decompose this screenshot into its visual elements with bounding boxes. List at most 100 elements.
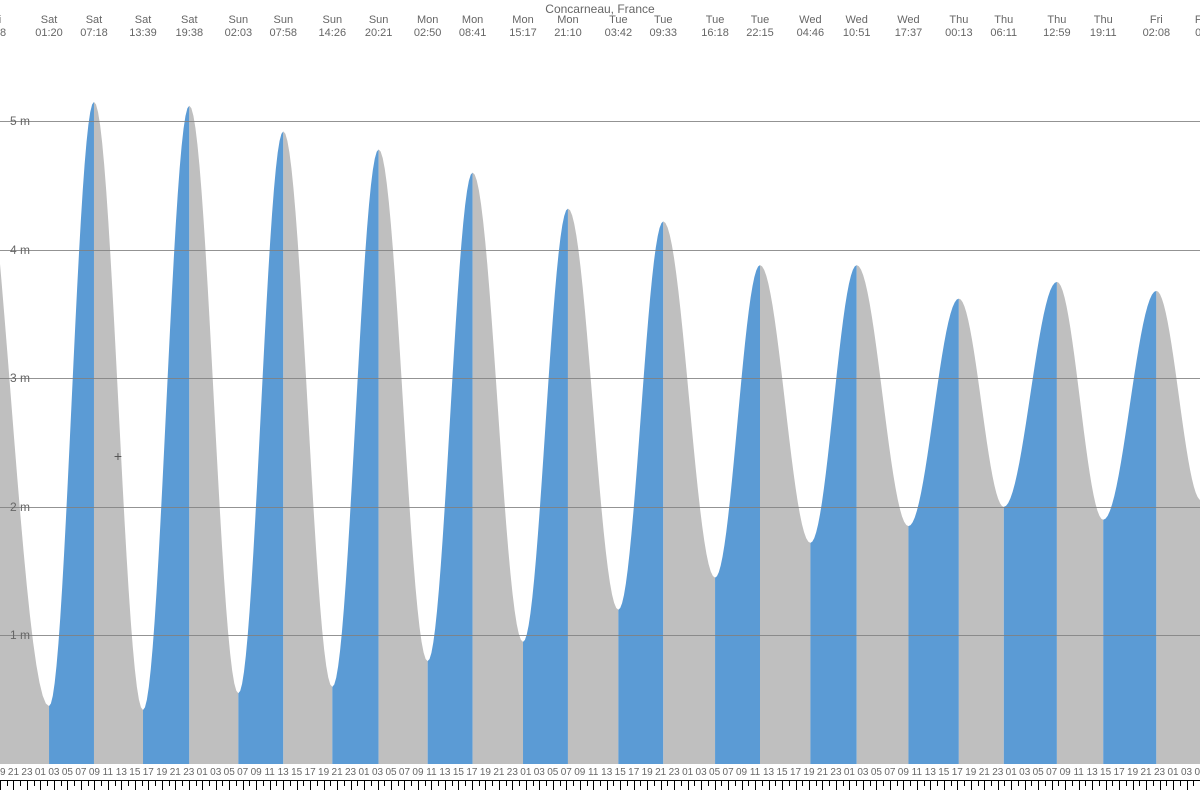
hour-label: 21 bbox=[1141, 767, 1152, 778]
tick-major bbox=[917, 780, 918, 790]
tide-falling-area bbox=[568, 209, 618, 764]
hour-label: 11 bbox=[103, 767, 113, 778]
extrema-label: Sat07:18 bbox=[80, 14, 108, 40]
tick-major bbox=[728, 780, 729, 790]
hour-label: 03 bbox=[857, 767, 868, 778]
tick-major bbox=[297, 780, 298, 790]
hour-label: 19 bbox=[642, 767, 653, 778]
hour-label: 17 bbox=[952, 767, 963, 778]
tick-minor bbox=[142, 781, 143, 786]
plot-area: + 1 m2 m3 m4 m5 m bbox=[0, 44, 1200, 764]
hour-label: 13 bbox=[278, 767, 289, 778]
tick-major bbox=[1092, 780, 1093, 790]
tick-minor bbox=[236, 781, 237, 786]
hour-label: 11 bbox=[264, 767, 274, 778]
tick-minor bbox=[735, 781, 736, 786]
hour-label: 07 bbox=[561, 767, 572, 778]
hour-label: 09 bbox=[898, 767, 909, 778]
tick-major bbox=[1146, 780, 1147, 790]
tick-minor bbox=[452, 781, 453, 786]
tick-major bbox=[189, 780, 190, 790]
tick-minor bbox=[506, 781, 507, 786]
tick-minor bbox=[88, 781, 89, 786]
extrema-label: Sun02:03 bbox=[225, 14, 253, 40]
tick-minor bbox=[357, 781, 358, 786]
hour-label: 01 bbox=[1006, 767, 1017, 778]
tick-minor bbox=[829, 781, 830, 786]
tick-minor bbox=[951, 781, 952, 786]
hour-label: 15 bbox=[938, 767, 949, 778]
hour-label: 03 bbox=[372, 767, 383, 778]
tide-falling-area bbox=[283, 131, 332, 764]
tick-major bbox=[458, 780, 459, 790]
hour-label: 17 bbox=[1114, 767, 1125, 778]
tick-major bbox=[148, 780, 149, 790]
tick-minor bbox=[721, 781, 722, 786]
tick-minor bbox=[249, 781, 250, 786]
tick-major bbox=[1173, 780, 1174, 790]
tick-minor bbox=[654, 781, 655, 786]
tick-major bbox=[688, 780, 689, 790]
tick-major bbox=[755, 780, 756, 790]
tick-minor bbox=[1045, 781, 1046, 786]
tick-major bbox=[661, 780, 662, 790]
tick-minor bbox=[816, 781, 817, 786]
tick-minor bbox=[1166, 781, 1167, 786]
hour-label: 05 bbox=[1194, 767, 1200, 778]
tick-major bbox=[1065, 780, 1066, 790]
tick-major bbox=[337, 780, 338, 790]
tick-major bbox=[108, 780, 109, 790]
tick-major bbox=[634, 780, 635, 790]
tick-minor bbox=[640, 781, 641, 786]
tick-minor bbox=[276, 781, 277, 786]
hour-label: 21 bbox=[332, 767, 343, 778]
tick-minor bbox=[843, 781, 844, 786]
tide-falling-area bbox=[663, 221, 715, 764]
tick-major bbox=[701, 780, 702, 790]
tick-minor bbox=[425, 781, 426, 786]
hour-label: 07 bbox=[399, 767, 410, 778]
hour-label: 11 bbox=[912, 767, 922, 778]
tick-major bbox=[0, 780, 1, 790]
hour-label: 19 bbox=[156, 767, 167, 778]
tide-falling-area bbox=[959, 299, 1004, 764]
tide-rising-area bbox=[49, 102, 94, 764]
hour-label: 07 bbox=[75, 767, 86, 778]
hour-label: 01 bbox=[682, 767, 693, 778]
tick-major bbox=[202, 780, 203, 790]
tide-falling-area bbox=[857, 265, 909, 764]
tick-minor bbox=[910, 781, 911, 786]
gridline bbox=[0, 121, 1200, 122]
hour-label: 21 bbox=[817, 767, 828, 778]
hour-label: 15 bbox=[615, 767, 626, 778]
hour-label: 09 bbox=[412, 767, 423, 778]
hour-label: 07 bbox=[1046, 767, 1057, 778]
tick-major bbox=[930, 780, 931, 790]
tick-major bbox=[782, 780, 783, 790]
tick-minor bbox=[1058, 781, 1059, 786]
tide-area-svg bbox=[0, 44, 1200, 764]
gridline bbox=[0, 635, 1200, 636]
hour-label: 15 bbox=[453, 767, 464, 778]
hour-label: 03 bbox=[696, 767, 707, 778]
crosshair-marker: + bbox=[114, 448, 122, 464]
tick-minor bbox=[560, 781, 561, 786]
gridline bbox=[0, 250, 1200, 251]
tick-major bbox=[607, 780, 608, 790]
hour-label: 13 bbox=[763, 767, 774, 778]
hour-label: 15 bbox=[776, 767, 787, 778]
extrema-label: Mon15:17 bbox=[509, 14, 537, 40]
tick-minor bbox=[533, 781, 534, 786]
tick-major bbox=[539, 780, 540, 790]
tick-minor bbox=[519, 781, 520, 786]
tick-major bbox=[1052, 780, 1053, 790]
tick-minor bbox=[263, 781, 264, 786]
hour-label: 11 bbox=[588, 767, 598, 778]
hour-label: 13 bbox=[116, 767, 127, 778]
tick-minor bbox=[438, 781, 439, 786]
extrema-label: Wed17:37 bbox=[895, 14, 923, 40]
tick-major bbox=[378, 780, 379, 790]
y-axis-label: 1 m bbox=[10, 628, 30, 642]
extrema-label: Mon02:50 bbox=[414, 14, 442, 40]
tick-major bbox=[512, 780, 513, 790]
